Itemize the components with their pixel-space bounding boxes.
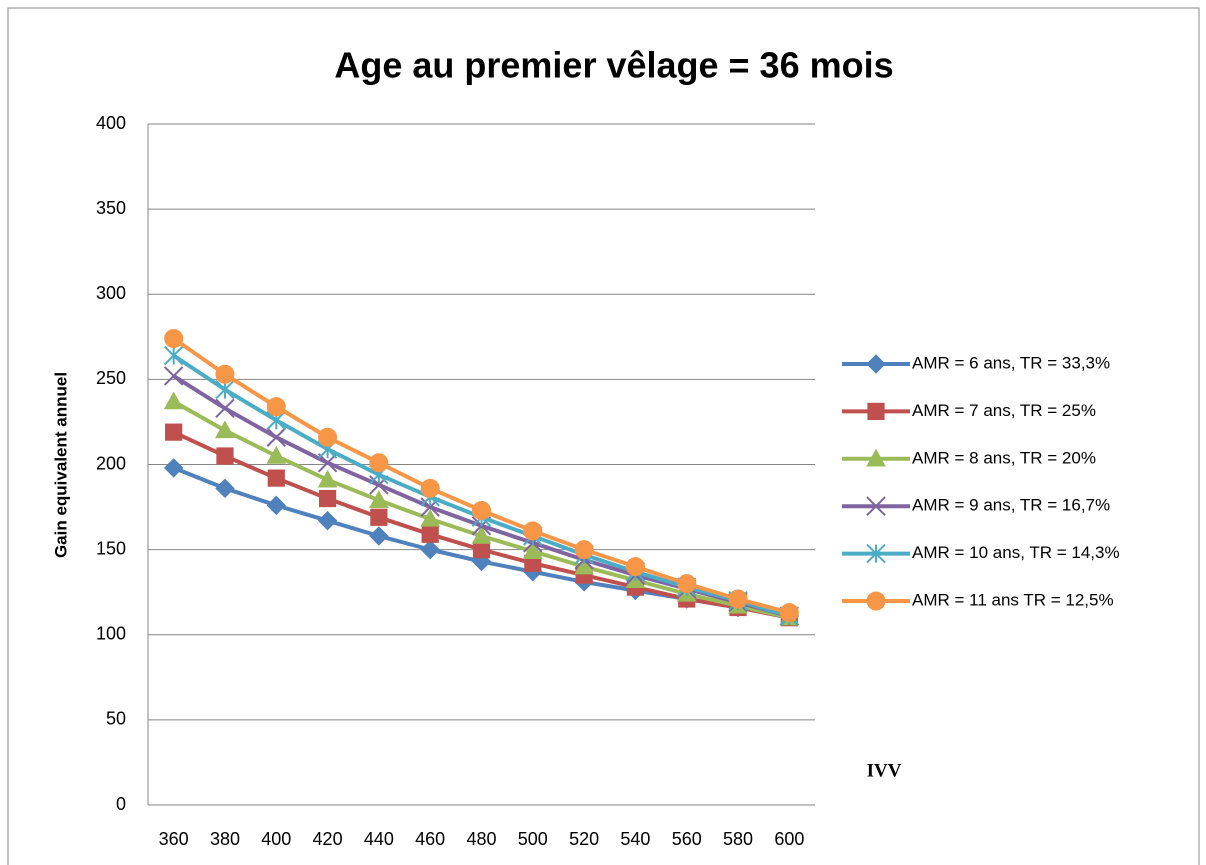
- marker: [317, 510, 338, 531]
- x-tick-label: 560: [672, 829, 702, 849]
- marker: [471, 551, 492, 572]
- y-tick-label: 300: [96, 283, 126, 303]
- y-tick-label: 400: [96, 113, 126, 133]
- marker: [369, 490, 389, 508]
- marker: [163, 345, 184, 366]
- x-tick-label: 380: [210, 829, 240, 849]
- y-tick-label: 0: [116, 794, 126, 814]
- y-tick-label: 350: [96, 198, 126, 218]
- marker: [163, 458, 184, 478]
- legend-label: AMR = 6 ans, TR = 33,3%: [912, 353, 1110, 372]
- marker: [523, 521, 543, 541]
- marker: [165, 423, 183, 441]
- marker: [369, 526, 389, 546]
- legend-marker: [866, 496, 886, 516]
- x-tick-label: 600: [774, 829, 804, 849]
- marker: [215, 478, 235, 499]
- marker: [318, 427, 338, 447]
- legend-marker: [866, 543, 886, 564]
- x-tick-label: 540: [620, 829, 650, 849]
- legend-label: AMR = 8 ans, TR = 20%: [912, 448, 1096, 467]
- marker: [420, 478, 440, 498]
- legend-label: AMR = 11 ans TR = 12,5%: [912, 590, 1114, 609]
- x-tick-label: 460: [415, 829, 445, 849]
- marker: [369, 453, 389, 473]
- x-tick-label: 440: [364, 829, 394, 849]
- marker: [164, 329, 184, 349]
- marker: [266, 495, 286, 516]
- legend-label: AMR = 7 ans, TR = 25%: [912, 401, 1096, 420]
- marker: [267, 469, 285, 487]
- marker: [472, 541, 491, 559]
- marker: [522, 541, 543, 560]
- marker: [574, 540, 594, 560]
- marker: [215, 398, 235, 419]
- legend-marker: [866, 591, 886, 611]
- x-axis-label: IVV: [867, 760, 902, 781]
- legend-marker: [866, 448, 886, 467]
- legend-marker: [866, 354, 886, 374]
- chart-border: [7, 7, 1200, 865]
- x-tick-label: 360: [159, 829, 189, 849]
- marker: [163, 391, 184, 410]
- y-tick-label: 250: [96, 368, 126, 388]
- marker: [779, 603, 799, 623]
- marker: [317, 469, 338, 488]
- marker: [317, 453, 338, 473]
- legend-label: AMR = 10 ans, TR = 14,3%: [912, 543, 1120, 562]
- marker: [266, 427, 286, 447]
- x-tick-label: 500: [518, 829, 548, 849]
- x-tick-label: 480: [466, 829, 496, 849]
- chart-title: Age au premier vêlage = 36 mois: [334, 45, 893, 86]
- marker: [370, 508, 388, 526]
- marker: [318, 489, 337, 508]
- y-axis-label: Gain equivalent annuel: [51, 372, 70, 558]
- y-tick-label: 150: [96, 538, 126, 558]
- x-tick-label: 420: [313, 829, 343, 849]
- marker: [420, 539, 440, 560]
- marker: [215, 420, 235, 439]
- marker: [421, 525, 439, 543]
- marker: [266, 397, 286, 417]
- marker: [215, 364, 235, 384]
- marker: [266, 445, 287, 464]
- marker: [471, 525, 492, 544]
- marker: [420, 508, 441, 527]
- y-tick-label: 100: [96, 624, 126, 644]
- marker: [216, 447, 234, 465]
- y-tick-label: 200: [96, 453, 126, 473]
- x-tick-label: 520: [569, 829, 599, 849]
- legend-marker: [867, 402, 885, 420]
- marker: [472, 500, 491, 520]
- marker: [625, 557, 645, 577]
- marker: [163, 366, 184, 386]
- x-tick-label: 580: [723, 829, 753, 849]
- marker: [677, 574, 697, 594]
- y-tick-label: 50: [106, 709, 126, 729]
- legend-label: AMR = 9 ans, TR = 16,7%: [912, 496, 1110, 515]
- x-tick-label: 400: [261, 829, 291, 849]
- marker: [728, 589, 748, 609]
